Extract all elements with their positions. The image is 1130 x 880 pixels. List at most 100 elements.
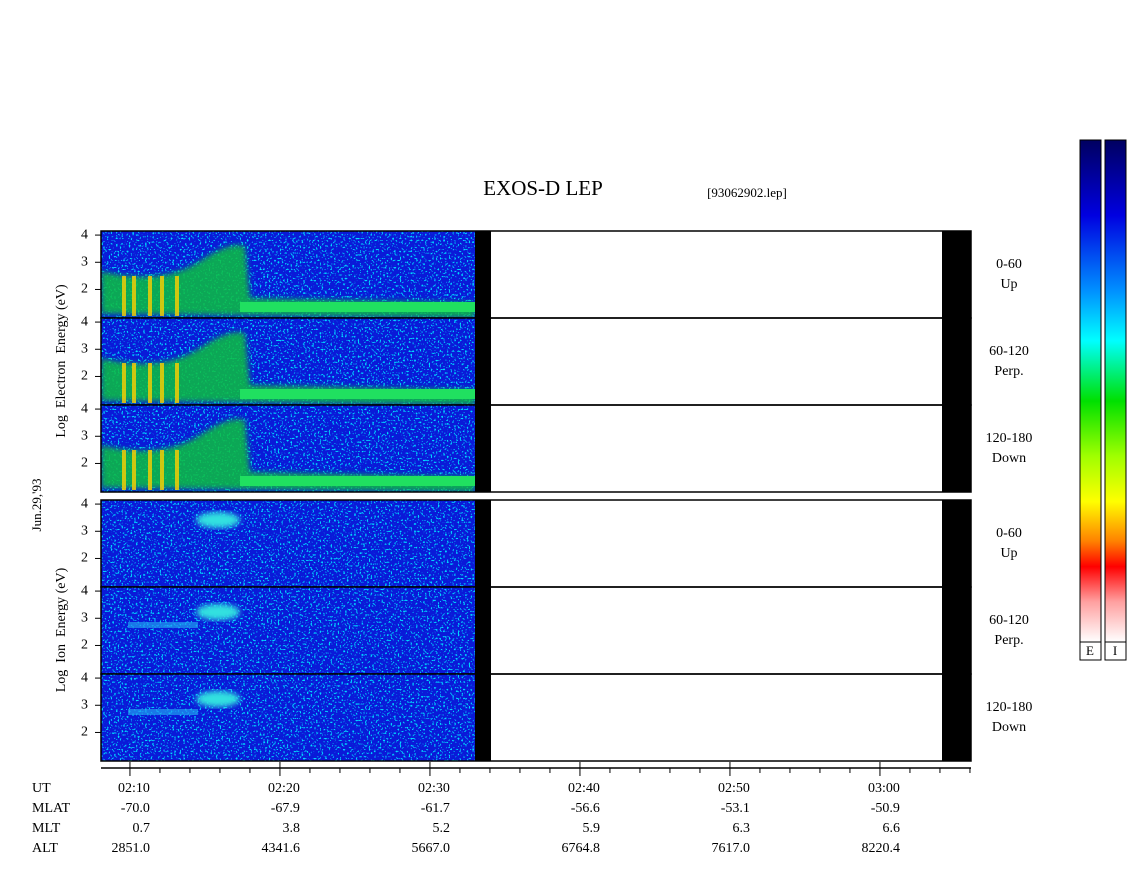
spectrogram-noise bbox=[101, 674, 475, 761]
feature bbox=[196, 512, 240, 528]
ephemeris-value: -53.1 bbox=[721, 801, 750, 816]
spectrogram-panel bbox=[101, 318, 475, 405]
y-tick-label: 4 bbox=[81, 583, 88, 598]
ephemeris-label: MLT bbox=[32, 821, 61, 836]
no-data bbox=[475, 674, 491, 761]
no-data bbox=[942, 231, 971, 318]
panel-angle: 0-60 bbox=[996, 526, 1022, 541]
panel-direction: Up bbox=[1000, 546, 1017, 561]
panel-frame bbox=[100, 404, 972, 493]
y-tick-label: 2 bbox=[81, 456, 88, 471]
ephemeris-value: 8220.4 bbox=[861, 841, 900, 856]
y-tick-label: 4 bbox=[81, 496, 88, 511]
ephemeris-value: 5.9 bbox=[582, 821, 600, 836]
panel-angle: 60-120 bbox=[989, 344, 1029, 359]
x-tick-label: 02:20 bbox=[268, 781, 300, 796]
y-tick-label: 3 bbox=[81, 697, 88, 712]
no-data bbox=[475, 500, 491, 587]
date-label: Jun.29,'93 bbox=[29, 479, 44, 532]
panel-angle: 0-60 bbox=[996, 257, 1022, 272]
no-data bbox=[475, 587, 491, 674]
no-data bbox=[942, 405, 971, 492]
y-tick-label: 3 bbox=[81, 254, 88, 269]
feature bbox=[132, 450, 136, 490]
no-data bbox=[942, 674, 971, 761]
x-tick-label: 02:40 bbox=[568, 781, 600, 796]
y-tick-label: 4 bbox=[81, 401, 88, 416]
feature bbox=[132, 363, 136, 403]
ephemeris-value: -50.9 bbox=[871, 801, 900, 816]
no-data bbox=[475, 231, 491, 318]
spectrogram-panel bbox=[101, 231, 475, 318]
feature bbox=[128, 709, 198, 715]
y-tick-label: 4 bbox=[81, 670, 88, 685]
feature bbox=[132, 276, 136, 316]
feature bbox=[175, 363, 179, 403]
y-tick-label: 3 bbox=[81, 523, 88, 538]
spectrogram-panel bbox=[101, 587, 475, 674]
ephemeris-value: -70.0 bbox=[121, 801, 150, 816]
feature bbox=[160, 450, 164, 490]
spectrogram-panel bbox=[101, 500, 475, 587]
no-data bbox=[475, 405, 491, 492]
colorbar-label: I bbox=[1113, 643, 1117, 658]
x-tick-label: 02:10 bbox=[118, 781, 150, 796]
panel-direction: Up bbox=[1000, 277, 1017, 292]
ephemeris-value: 4341.6 bbox=[261, 841, 300, 856]
feature bbox=[196, 691, 240, 707]
y-tick-label: 3 bbox=[81, 341, 88, 356]
feature bbox=[175, 276, 179, 316]
ephemeris-label: ALT bbox=[32, 841, 58, 856]
ephemeris-value: 5.2 bbox=[432, 821, 450, 836]
y-tick-label: 3 bbox=[81, 610, 88, 625]
ephemeris-value: -67.9 bbox=[271, 801, 300, 816]
feature bbox=[128, 622, 198, 628]
ephemeris-value: 6764.8 bbox=[561, 841, 600, 856]
ephemeris-value: 6.3 bbox=[732, 821, 750, 836]
feature bbox=[160, 276, 164, 316]
panel-direction: Down bbox=[992, 720, 1026, 735]
y-tick-label: 2 bbox=[81, 282, 88, 297]
ephemeris-value: 2851.0 bbox=[111, 841, 150, 856]
spectrogram-noise bbox=[101, 500, 475, 587]
ephemeris-value: -56.6 bbox=[571, 801, 600, 816]
feature bbox=[148, 363, 152, 403]
feature bbox=[122, 363, 126, 403]
no-data bbox=[942, 587, 971, 674]
feature bbox=[101, 332, 475, 405]
ephemeris-value: -61.7 bbox=[421, 801, 450, 816]
ephemeris-value: 7617.0 bbox=[711, 841, 750, 856]
no-data bbox=[942, 318, 971, 405]
ephemeris-value: 5667.0 bbox=[411, 841, 450, 856]
feature bbox=[175, 450, 179, 490]
panel-frame bbox=[100, 673, 972, 762]
feature bbox=[196, 604, 240, 620]
y-tick-label: 2 bbox=[81, 551, 88, 566]
feature bbox=[240, 476, 475, 486]
spectrogram-noise bbox=[101, 587, 475, 674]
spectrogram-panel bbox=[101, 405, 475, 492]
ephemeris-label: UT bbox=[32, 781, 51, 796]
title: EXOS-D LEP bbox=[483, 176, 603, 200]
colorbar-label: E bbox=[1086, 643, 1094, 658]
ephemeris-value: 6.6 bbox=[882, 821, 900, 836]
x-tick-label: 02:50 bbox=[718, 781, 750, 796]
panel-angle: 120-180 bbox=[986, 431, 1033, 446]
panel-direction: Perp. bbox=[994, 364, 1023, 379]
y-tick-label: 2 bbox=[81, 638, 88, 653]
y-tick-label: 2 bbox=[81, 725, 88, 740]
feature bbox=[122, 276, 126, 316]
feature bbox=[101, 419, 475, 492]
feature bbox=[148, 450, 152, 490]
y-tick-label: 3 bbox=[81, 428, 88, 443]
y-tick-label: 4 bbox=[81, 227, 88, 242]
panel-angle: 60-120 bbox=[989, 613, 1029, 628]
ephemeris-value: 3.8 bbox=[282, 821, 300, 836]
y-tick-label: 2 bbox=[81, 369, 88, 384]
feature bbox=[240, 389, 475, 399]
feature bbox=[240, 302, 475, 312]
feature bbox=[101, 245, 475, 318]
feature bbox=[148, 276, 152, 316]
colorbars: E I bbox=[1079, 139, 1127, 661]
